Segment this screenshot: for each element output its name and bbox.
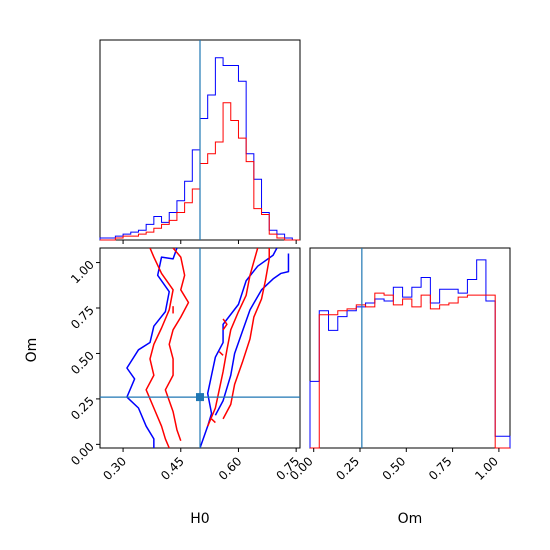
contour-red-9 [218,351,224,356]
panel-contour-h0-om: 0.30 0.45 0.60 0.750.000.250.500.751.00 H0 … [24,247,302,527]
panel-hist-om-frame [309,247,511,449]
x-tick-label: 1.00 [472,454,501,483]
contour-lines [100,248,300,448]
xlabel-h0: H0 [190,511,209,527]
contour-blue-0 [126,248,178,448]
contour-blue-1 [199,248,278,448]
x-tick-label: 0.75 [426,454,455,483]
truth-marker [196,393,204,402]
x-tick-label: 0.50 [380,454,409,483]
contour-red-6 [222,248,270,420]
contour-blue-2 [214,253,290,416]
x-tick-label: 0.25 [333,454,362,483]
contour-red-3 [145,248,174,448]
hist-series-red [310,292,510,449]
x-tick-label: 0.30 [100,454,129,483]
y-tick-label: 0.50 [68,349,97,378]
contour-red-4 [164,248,190,441]
contour-red-5 [207,248,259,427]
contour-red-8 [222,318,228,331]
x-tick-label: 0.60 [216,454,245,483]
panel-hist-om: 0.00 0.25 0.50 0.75 1.00 Om [287,247,511,527]
x-tick-label: 0.45 [158,454,187,483]
y-tick-label: 0.25 [68,394,97,423]
xlabel-om: Om [398,511,423,527]
ylabel-om: Om [24,338,40,363]
contour-red-10 [211,418,216,424]
y-tick-label: 1.00 [68,258,97,287]
y-tick-label: 0.75 [68,303,97,332]
y-tick-label: 0.00 [68,439,97,468]
hist-h0-marks [99,40,300,244]
hist-series-blue [309,259,511,448]
panel-hist-h0 [99,39,301,244]
